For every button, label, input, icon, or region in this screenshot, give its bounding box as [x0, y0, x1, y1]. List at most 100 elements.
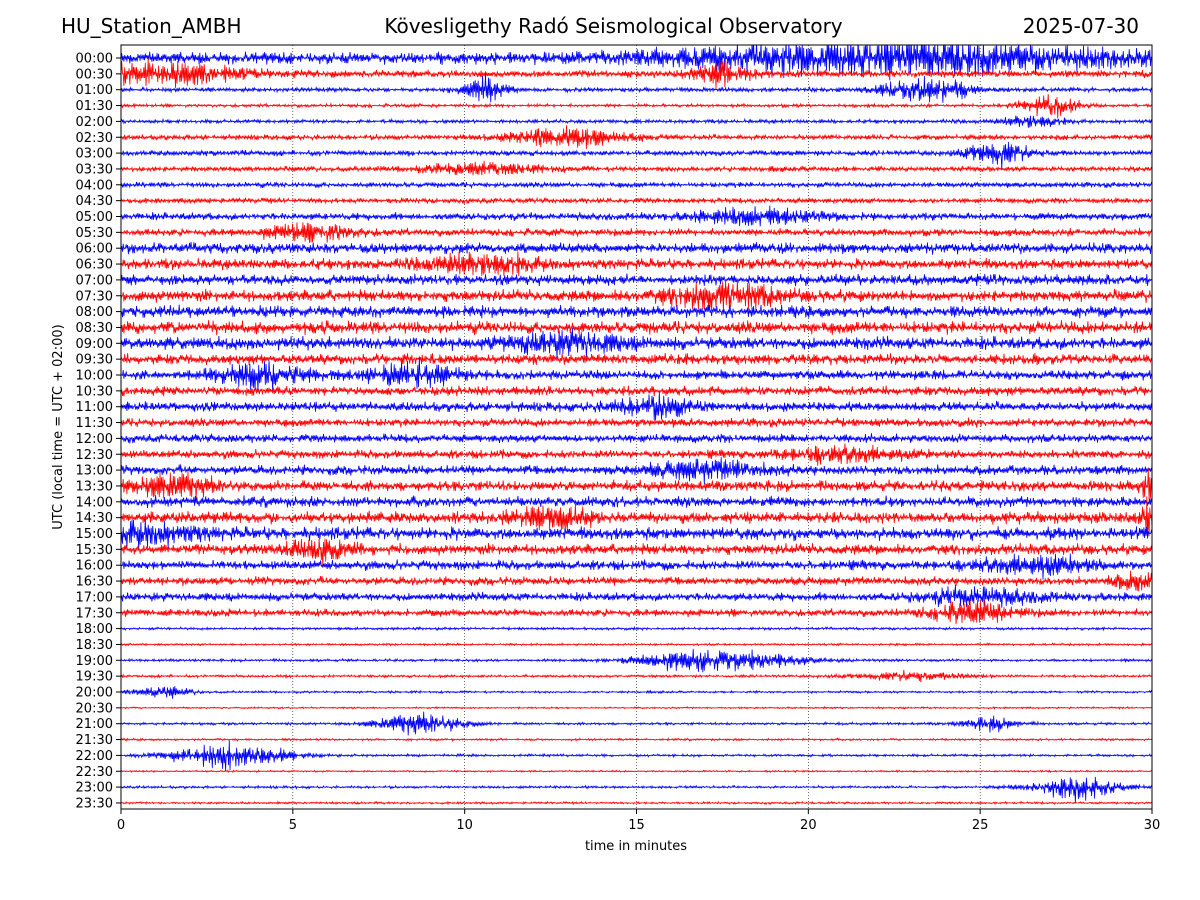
y-tick-label: 20:00: [76, 686, 113, 701]
y-tick-label: 11:00: [76, 400, 113, 415]
x-tick-label: 20: [800, 818, 817, 833]
chart-date: 2025-07-30: [1022, 14, 1139, 38]
trace-1430: [121, 496, 1152, 537]
trace-1030: [121, 385, 1152, 397]
y-tick-label: 04:30: [76, 194, 113, 209]
trace-0330: [121, 160, 1152, 176]
y-tick-label: 22:30: [76, 765, 113, 780]
y-tick-label: 07:00: [76, 273, 113, 288]
y-tick-label: 12:00: [76, 432, 113, 447]
trace-0900: [121, 327, 1152, 359]
y-tick-label: 09:00: [76, 337, 113, 352]
trace-1700: [121, 584, 1152, 608]
trace-2100: [121, 711, 1152, 736]
trace-0030: [121, 58, 1152, 89]
y-tick-label: 00:30: [76, 67, 113, 82]
y-tick-label: 05:30: [76, 226, 113, 241]
trace-1400: [121, 495, 1152, 508]
y-tick-label: 16:00: [76, 559, 113, 574]
trace-0930: [121, 352, 1152, 366]
y-tick-label: 12:30: [76, 448, 113, 463]
y-tick-label: 23:00: [76, 781, 113, 796]
y-axis-ticks: 00:0000:3001:0001:3002:0002:3003:0003:30…: [76, 52, 121, 811]
y-tick-label: 21:30: [76, 733, 113, 748]
trace-0000: [121, 45, 1152, 81]
y-tick-label: 14:30: [76, 511, 113, 526]
trace-1630: [121, 570, 1152, 592]
trace-2200: [121, 740, 1152, 772]
y-tick-label: 17:00: [76, 590, 113, 605]
trace-1200: [121, 433, 1152, 444]
trace-0500: [121, 205, 1152, 227]
trace-0530: [121, 222, 1152, 243]
trace-1930: [121, 669, 1152, 683]
seismic-traces: [121, 45, 1152, 806]
trace-1530: [121, 538, 1152, 567]
y-tick-label: 23:30: [76, 796, 113, 811]
trace-2230: [121, 769, 1152, 774]
trace-0130: [121, 93, 1152, 119]
x-tick-label: 10: [456, 818, 473, 833]
y-tick-label: 02:30: [76, 131, 113, 146]
y-tick-label: 03:30: [76, 162, 113, 177]
y-tick-label: 06:30: [76, 258, 113, 273]
x-tick-label: 30: [1144, 818, 1161, 833]
trace-1500: [121, 518, 1152, 551]
trace-0200: [121, 115, 1152, 128]
x-tick-label: 5: [289, 818, 297, 833]
y-tick-label: 10:00: [76, 369, 113, 384]
y-tick-label: 10:30: [76, 384, 113, 399]
trace-1300: [121, 457, 1152, 485]
vertical-gridlines: [292, 45, 981, 809]
y-tick-label: 21:00: [76, 717, 113, 732]
y-axis-label: UTC (local time = UTC + 02:00): [51, 324, 66, 529]
trace-2000: [121, 686, 1152, 699]
trace-0700: [121, 273, 1152, 287]
trace-0630: [121, 251, 1152, 277]
y-tick-label: 07:30: [76, 289, 113, 304]
x-axis-label: time in minutes: [585, 839, 687, 854]
y-tick-label: 01:00: [76, 83, 113, 98]
trace-1000: [121, 357, 1152, 392]
x-tick-label: 15: [628, 818, 645, 833]
y-tick-label: 11:30: [76, 416, 113, 431]
y-tick-label: 01:30: [76, 99, 113, 114]
y-tick-label: 19:00: [76, 654, 113, 669]
y-tick-label: 16:30: [76, 575, 113, 590]
trace-0600: [121, 241, 1152, 255]
y-tick-label: 00:00: [76, 52, 113, 67]
trace-2130: [121, 737, 1152, 742]
trace-1730: [121, 599, 1152, 625]
y-tick-label: 06:00: [76, 242, 113, 257]
trace-0730: [121, 278, 1152, 315]
y-tick-label: 18:00: [76, 622, 113, 637]
y-tick-label: 15:30: [76, 543, 113, 558]
y-tick-label: 15:00: [76, 527, 113, 542]
trace-2300: [121, 776, 1152, 804]
trace-0800: [121, 304, 1152, 319]
x-axis-ticks: 0 5 10 15 20 25 30: [117, 809, 1160, 833]
y-tick-label: 08:30: [76, 321, 113, 336]
y-tick-label: 05:00: [76, 210, 113, 225]
trace-1130: [121, 417, 1152, 428]
y-tick-label: 09:30: [76, 353, 113, 368]
trace-0230: [121, 125, 1152, 149]
y-tick-label: 18:30: [76, 638, 113, 653]
y-tick-label: 02:00: [76, 115, 113, 130]
y-tick-label: 13:00: [76, 464, 113, 479]
trace-1230: [121, 443, 1152, 466]
trace-1330: [121, 468, 1152, 502]
trace-0830: [121, 320, 1152, 336]
trace-0400: [121, 180, 1152, 190]
station-name: HU_Station_AMBH: [61, 14, 242, 38]
y-tick-label: 14:00: [76, 495, 113, 510]
y-tick-label: 22:00: [76, 749, 113, 764]
y-tick-label: 20:30: [76, 701, 113, 716]
trace-1830: [121, 642, 1152, 647]
chart-title: Kövesligethy Radó Seismological Observat…: [384, 14, 843, 38]
y-tick-label: 04:00: [76, 178, 113, 193]
trace-1100: [121, 391, 1152, 421]
x-tick-label: 25: [972, 818, 989, 833]
trace-2030: [121, 705, 1152, 710]
